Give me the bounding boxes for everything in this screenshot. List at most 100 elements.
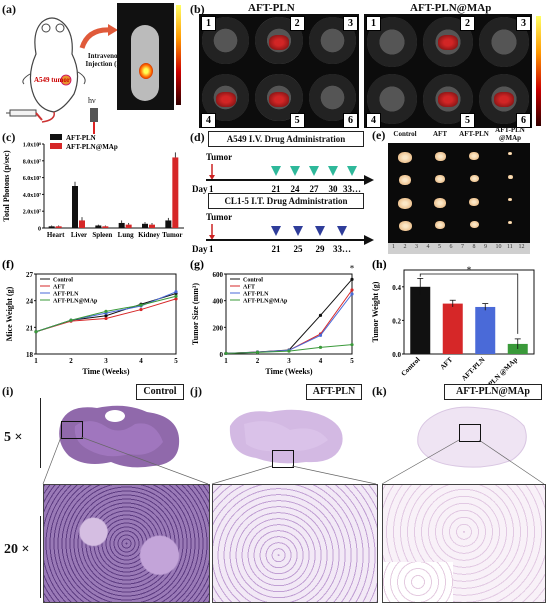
timeline-arrowhead — [364, 175, 374, 185]
histology-control-highmag — [43, 484, 210, 603]
tumor-label: A549 tumor — [34, 76, 70, 84]
ruler-number: 11 — [507, 244, 513, 250]
day-tick-label: 25 — [294, 244, 304, 254]
data-point — [318, 333, 323, 337]
bar — [172, 157, 179, 228]
panel-i-label: Control — [136, 384, 184, 400]
mag-high-label: 20 × — [4, 542, 30, 557]
x-tick-label: 4 — [319, 357, 323, 365]
y-axis-label: Mice Weight (g) — [5, 286, 14, 341]
tumor-arrowhead — [209, 235, 215, 240]
x-tick-label: 2 — [256, 357, 260, 365]
excised-tumor — [434, 152, 446, 161]
panel-c-letter: (c) — [2, 130, 16, 144]
roi-box-control — [61, 421, 83, 439]
data-point — [139, 303, 143, 307]
x-axis-label: Time (Weeks) — [82, 367, 130, 376]
y-axis-label: Tumor Size (mm³) — [191, 283, 200, 345]
x-tick-label: 2 — [69, 357, 73, 365]
tumor-label: Tumor — [206, 152, 232, 162]
x-tick-label: Kidney — [138, 231, 160, 239]
bar — [48, 226, 55, 228]
mag-low-label: 5 × — [4, 430, 23, 445]
day-tick-label: 21 — [272, 184, 282, 194]
excised-tumor — [435, 221, 445, 229]
dose-marker — [293, 226, 303, 236]
dose-marker — [337, 226, 347, 236]
bar — [95, 225, 102, 228]
tumor-label: Tumor — [206, 212, 232, 222]
y-tick-label: 2.0x10⁷ — [23, 210, 42, 216]
day-tick-label: 33… — [333, 244, 351, 254]
day-tick-label: 33… — [343, 184, 361, 194]
dose-marker — [309, 166, 319, 176]
data-point — [287, 349, 291, 353]
y-tick-label: 18 — [26, 351, 34, 359]
legend-label: AFT-PLN — [243, 292, 269, 298]
excised-tumor — [508, 152, 512, 156]
day-one-label: 1 — [209, 184, 214, 194]
well-number: 6 — [343, 113, 358, 128]
data-point — [318, 345, 323, 349]
data-point — [69, 318, 73, 322]
day-label: Day — [192, 244, 208, 254]
y-tick-label: 24 — [26, 298, 34, 306]
x-tick-label: Heart — [47, 231, 65, 239]
panel-b-letter: (b) — [190, 2, 205, 16]
well-number: 4 — [366, 113, 381, 128]
bar — [410, 286, 431, 354]
panel-k-label: AFT-PLN@MAp — [444, 384, 542, 400]
tumor-photo — [388, 143, 530, 243]
excised-tumor — [469, 221, 479, 229]
tumor-arrowhead — [209, 175, 215, 180]
plate-colorbar — [536, 16, 541, 126]
y-tick-label: 0.4 — [392, 284, 401, 292]
bar — [142, 223, 148, 228]
panel-e-letter: (e) — [372, 128, 386, 142]
x-tick-label: Tumor — [162, 231, 182, 239]
legend-label: AFT-PLN@MAp — [243, 299, 288, 305]
dose-marker — [315, 226, 325, 236]
ruler-number: 9 — [484, 244, 487, 250]
histology-control-lowmag — [55, 402, 183, 470]
x-tick-label: 3 — [104, 357, 108, 365]
ruler-number: 8 — [472, 244, 476, 250]
well-number: 3 — [343, 16, 358, 31]
tumor-column-label: AFT — [433, 130, 447, 138]
dose-marker — [271, 166, 281, 176]
ivis-image — [117, 3, 174, 110]
ruler-number: 3 — [415, 244, 418, 250]
panel-d-letter: (d) — [190, 130, 205, 144]
y-tick-label: 0.2 — [392, 317, 401, 325]
day-tick-label: 21 — [272, 244, 282, 254]
legend-label: Control — [243, 278, 263, 284]
data-point — [174, 294, 178, 298]
legend-label: AFT — [53, 285, 65, 291]
signal-spot — [215, 91, 236, 107]
injection-arrow-icon — [79, 24, 118, 49]
ruler-number: 10 — [495, 244, 502, 250]
histology-aftplnmap-highmag — [382, 484, 546, 603]
y-tick-label: 0 — [38, 227, 41, 233]
legend-swatch — [50, 134, 62, 140]
chart-f-mice-weight: (f) 18 21 24 27 1 2 3 4 5 Time (Weeks) Mice Weight … — [2, 257, 178, 376]
legend-label: AFT-PLN — [66, 134, 96, 142]
significance-mark: * — [350, 263, 355, 273]
bar — [55, 226, 62, 228]
excised-tumor — [469, 198, 479, 206]
dose-marker — [271, 226, 281, 236]
legend-label: AFT-PLN@MAp — [66, 143, 118, 151]
bar — [149, 224, 155, 228]
signal-spot — [494, 91, 514, 107]
x-tick-label: Liver — [71, 231, 87, 239]
y-tick-label: 600 — [213, 271, 224, 279]
y-tick-label: 400 — [213, 298, 224, 306]
signal-spot — [269, 91, 289, 107]
x-tick-label: 4 — [139, 357, 143, 365]
day-tick-label: 24 — [291, 184, 301, 194]
data-point — [139, 307, 143, 312]
bar — [125, 224, 132, 228]
chart-g-tumor-size: (g) 0 200 400 600 1 2 3 4 5 Time (Weeks) Tumor Size… — [190, 257, 355, 376]
